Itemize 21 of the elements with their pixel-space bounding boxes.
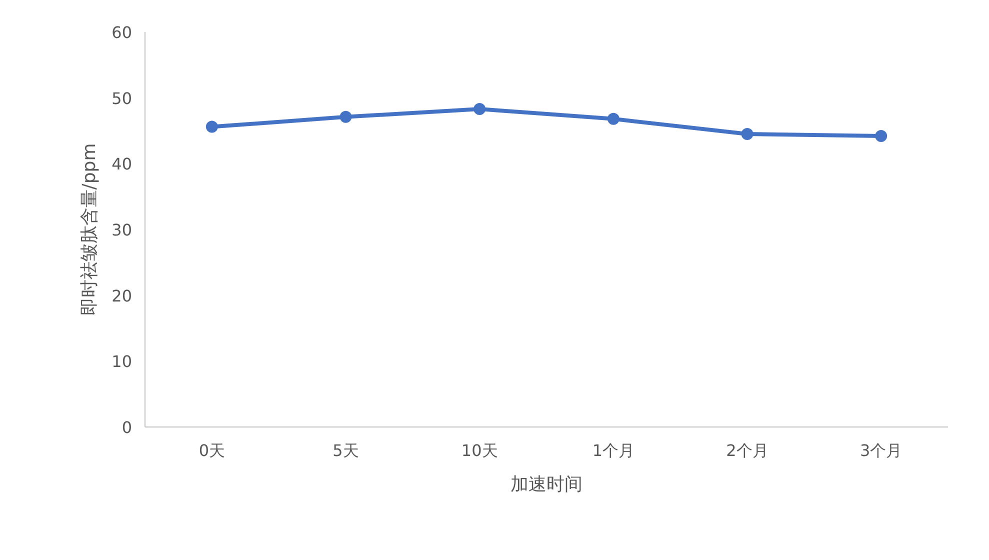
- y-tick-label: 40: [112, 154, 132, 174]
- x-axis-title: 加速时间: [510, 474, 582, 495]
- point: [875, 130, 888, 142]
- point: [206, 120, 218, 133]
- y-tick-label: 50: [112, 88, 132, 108]
- y-tick-label: 30: [112, 220, 132, 240]
- point: [741, 128, 754, 140]
- point: [474, 103, 486, 116]
- y-tick-label: 60: [112, 23, 132, 42]
- y-tick-label: 0: [122, 418, 132, 437]
- x-tick-label: 0天: [198, 441, 226, 460]
- point: [607, 112, 620, 125]
- x-tick-label: 1个月: [592, 441, 635, 460]
- point: [340, 110, 352, 123]
- y-axis-title: 即时祛皱肽含量/ppm: [79, 143, 100, 316]
- x-tick-label: 10天: [461, 441, 498, 460]
- x-tick-label: 3个月: [860, 441, 902, 460]
- y-tick-label: 20: [112, 286, 132, 306]
- x-tick-label: 5天: [332, 441, 359, 460]
- y-tick-label: 10: [112, 352, 132, 372]
- x-tick-label: 2个月: [726, 441, 768, 460]
